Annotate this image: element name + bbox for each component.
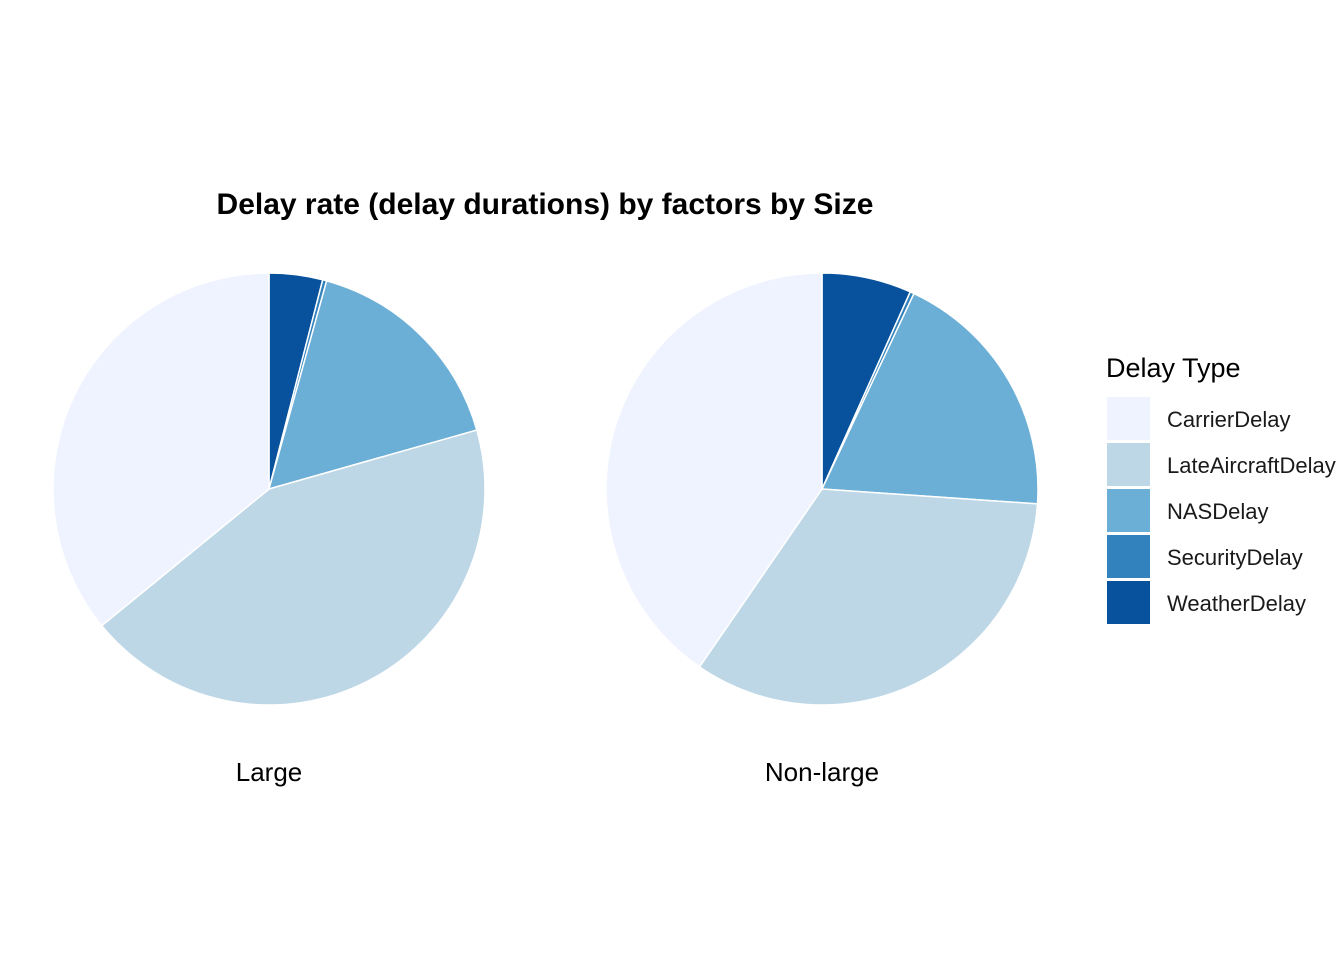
- legend-label-late-aircraft-delay: LateAircraftDelay: [1167, 453, 1336, 478]
- legend-label-nasdelay: NASDelay: [1167, 499, 1268, 524]
- slice-carrier-delay: [605, 272, 823, 668]
- facet-large: Large: [52, 272, 486, 787]
- legend-label-carrier-delay: CarrierDelay: [1167, 407, 1290, 432]
- slice-nasdelay: [821, 292, 1039, 505]
- chart-title: Delay rate (delay durations) by factors …: [217, 188, 874, 221]
- facet-non-large: Non-large: [605, 272, 1039, 787]
- legend-key-carrier-delay: [1107, 397, 1150, 440]
- legend-label-weather-delay: WeatherDelay: [1167, 591, 1306, 616]
- slice-late-aircraft-delay: [100, 429, 486, 706]
- legend-key-late-aircraft-delay: [1107, 443, 1150, 486]
- legend-items: CarrierDelay LateAircraftDelay NASDelay Sec…: [1107, 397, 1336, 624]
- legend-key-weather-delay: [1107, 581, 1150, 624]
- legend-title: Delay Type: [1106, 353, 1241, 383]
- legend-label-security-delay: SecurityDelay: [1167, 545, 1303, 570]
- pie-non-large: [605, 272, 1039, 706]
- legend-key-security-delay: [1107, 535, 1150, 578]
- legend: Delay Type CarrierDelay LateAircraftDelay…: [1106, 353, 1336, 624]
- slice-carrier-delay: [52, 272, 270, 627]
- legend-key-nasdelay: [1107, 489, 1150, 532]
- facet-label-non-large: Non-large: [765, 757, 879, 787]
- facet-label-large: Large: [236, 757, 303, 787]
- slice-late-aircraft-delay: [698, 488, 1039, 706]
- slice-nasdelay: [268, 280, 478, 490]
- pie-large: [52, 272, 486, 706]
